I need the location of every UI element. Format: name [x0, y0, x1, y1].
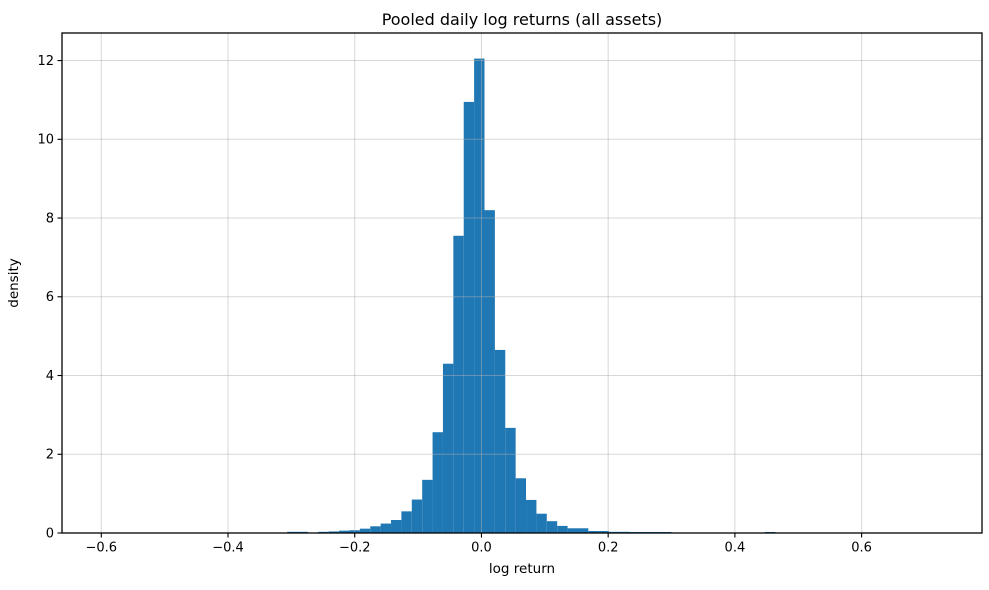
histogram-bar [401, 511, 412, 533]
y-tick-label: 6 [46, 290, 54, 305]
histogram-bar [328, 531, 340, 533]
histogram-bar [359, 528, 371, 533]
histogram-bar [526, 499, 537, 533]
y-tick-label: 2 [46, 448, 54, 463]
x-tick-label: −0.2 [339, 541, 371, 556]
chart-title: Pooled daily log returns (all assets) [382, 10, 663, 29]
plot-border [61, 32, 983, 534]
histogram-bar [598, 531, 610, 533]
histogram-bar [453, 235, 464, 533]
histogram-bar [588, 531, 599, 533]
grid-layer [62, 33, 982, 534]
histogram-bar [380, 523, 392, 533]
y-tick-label: 4 [46, 369, 54, 384]
histogram-bar [536, 513, 547, 533]
histogram-bar [484, 210, 495, 534]
histogram-bar [557, 525, 568, 533]
histogram-bar [391, 520, 402, 533]
x-tick-label: 0.0 [471, 541, 492, 556]
histogram-bar [546, 521, 558, 533]
histogram-bar [370, 526, 381, 533]
y-tick-label: 0 [46, 526, 54, 541]
histogram-bar [432, 432, 443, 533]
histogram-bar [515, 478, 527, 533]
histogram-bar [577, 528, 589, 533]
histogram-bar [567, 528, 578, 533]
x-tick-label: −0.6 [85, 541, 117, 556]
histogram-bar [422, 479, 433, 533]
histogram-bar [474, 58, 485, 534]
histogram-bar [339, 530, 350, 533]
histogram-bar [505, 427, 516, 533]
histogram-bar [411, 499, 423, 533]
x-tick-label: 0.2 [598, 541, 619, 556]
x-tick-label: 0.4 [725, 541, 746, 556]
histogram-bar [463, 101, 475, 534]
y-tick-label: 8 [46, 211, 54, 226]
y-tick-label: 10 [37, 133, 54, 148]
histogram-bar [494, 349, 506, 533]
ticks-layer: −0.6 −0.4 −0.2 0.0 0.2 0.4 0.6 0 2 4 6 8 10 12 [37, 54, 872, 556]
x-axis-label: log return [489, 561, 555, 577]
x-tick-label: −0.4 [212, 541, 244, 556]
y-tick-label: 12 [37, 54, 54, 69]
y-axis-label: density [6, 258, 22, 308]
x-tick-label: 0.6 [851, 541, 872, 556]
bars-layer [287, 58, 776, 534]
histogram-bar [442, 363, 454, 533]
